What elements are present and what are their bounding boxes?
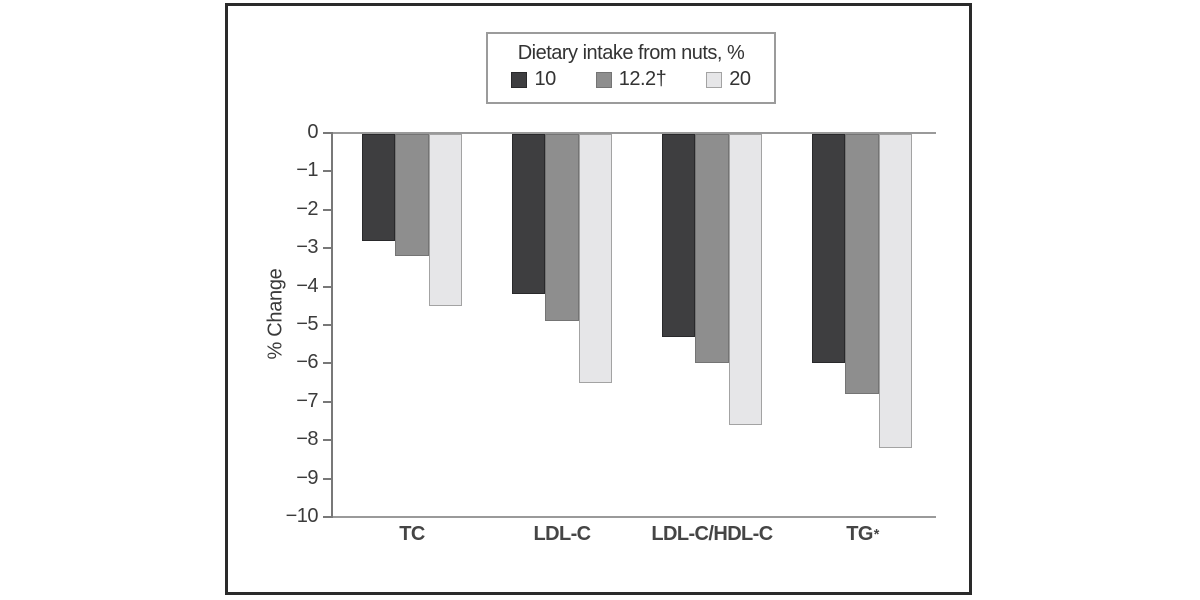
y-tick (323, 247, 331, 250)
legend-swatch (595, 71, 612, 88)
y-tick (323, 516, 331, 518)
y-tick (323, 400, 331, 403)
legend-title: Dietary intake from nuts, % (517, 42, 745, 64)
legend-item-label: 12.2† (618, 68, 667, 90)
y-tick-label: −2 (296, 197, 318, 220)
y-tick (323, 324, 331, 326)
x-category-label: LDL-C/HDL-C (651, 523, 773, 545)
footnote-asterisk: * (873, 527, 880, 543)
bar-ldlc-20 (578, 134, 613, 383)
x-category-label: TC (399, 523, 425, 545)
bar-tg-20 (878, 134, 913, 448)
y-tick-label: −3 (296, 236, 318, 259)
bar-ldlc-10 (512, 134, 546, 295)
legend-item: 10 (511, 68, 556, 91)
legend-item: 20 (706, 68, 751, 91)
y-tick-label: −4 (296, 274, 318, 297)
y-tick (323, 170, 331, 173)
legend-item-label: 10 (534, 68, 556, 90)
legend: Dietary intake from nuts, % 10 12.2† 20 (486, 32, 776, 104)
y-tick-label: −7 (296, 389, 318, 412)
y-tick (323, 477, 331, 480)
y-tick (323, 132, 331, 134)
legend-swatch (706, 71, 723, 88)
y-tick (323, 439, 331, 442)
y-tick-label: −10 (285, 505, 319, 527)
bar-tg-12.2 (845, 134, 879, 395)
zero-line (331, 132, 936, 134)
y-tick-label: −6 (296, 351, 318, 374)
y-axis-line (331, 132, 333, 518)
y-tick-label: −1 (296, 159, 318, 182)
bar-tg-10 (812, 134, 846, 364)
bar-tc-20 (428, 134, 463, 306)
legend-items: 10 12.2† 20 (488, 68, 774, 91)
x-category-label: TG* (846, 523, 880, 545)
y-tick (323, 208, 331, 211)
y-tick (323, 362, 331, 365)
y-tick (323, 285, 331, 288)
legend-item: 12.2† (595, 68, 667, 91)
x-category-label: LDL-C (533, 523, 592, 545)
bar-ldlchdlc-10 (662, 134, 696, 337)
bar-tc-10 (362, 134, 396, 241)
bar-ldlchdlc-20 (728, 134, 763, 425)
legend-item-label: 20 (729, 68, 751, 90)
legend-swatch (511, 71, 528, 88)
bar-tc-12.2 (395, 134, 429, 256)
y-tick-label: −9 (296, 466, 318, 489)
bar-ldlc-12.2 (545, 134, 579, 322)
bar-ldlchdlc-12.2 (695, 134, 729, 364)
y-tick-label: −5 (296, 313, 318, 335)
x-axis-baseline (331, 516, 936, 518)
y-tick-label: −8 (296, 428, 318, 451)
y-tick-label: 0 (307, 121, 318, 143)
